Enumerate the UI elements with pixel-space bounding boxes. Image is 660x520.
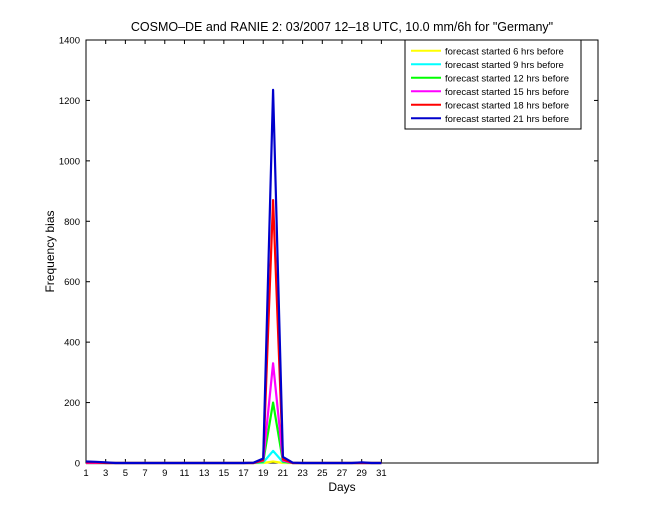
x-tick-label: 31 — [376, 468, 387, 479]
y-tick-label: 400 — [64, 338, 80, 349]
x-tick-label: 3 — [103, 468, 108, 479]
x-tick-label: 21 — [278, 468, 289, 479]
y-tick-label: 1000 — [59, 156, 80, 167]
y-tick-label: 0 — [75, 459, 80, 470]
x-tick-label: 25 — [317, 468, 328, 479]
x-tick-label: 19 — [258, 468, 269, 479]
y-tick-label: 1200 — [59, 96, 80, 107]
legend-box — [404, 39, 582, 130]
axis-ticks: 1 3 5 7 9 11 13 15 17 19 21 23 25 27 29 310200400600800… — [59, 36, 598, 479]
chart-title: COSMO–DE and RANIE 2: 03/2007 12–18 UTC,… — [131, 20, 553, 34]
x-tick-label: 1 — [83, 468, 88, 479]
x-axis-label: Days — [328, 480, 355, 494]
x-tick-label: 5 — [123, 468, 128, 479]
series-line-6 — [85, 88, 382, 465]
x-tick-label: 23 — [297, 468, 308, 479]
legend-entry: forecast started 12 hrs before — [445, 73, 569, 84]
y-tick-label: 800 — [64, 217, 80, 228]
x-tick-label: 27 — [337, 468, 348, 479]
x-tick-label: 29 — [356, 468, 367, 479]
x-tick-label: 11 — [180, 468, 190, 479]
x-tick-label: 13 — [199, 468, 210, 479]
legend: forecast started 6 hrs before forecast st… — [404, 39, 582, 130]
y-tick-label: 200 — [64, 398, 80, 409]
legend-entry: forecast started 21 hrs before — [445, 114, 569, 125]
legend-entry: forecast started 6 hrs before — [445, 46, 564, 57]
y-tick-label: 1400 — [59, 36, 80, 47]
y-tick-label: 600 — [64, 277, 80, 288]
legend-entry: forecast started 15 hrs before — [445, 87, 569, 98]
x-tick-label: 17 — [238, 468, 249, 479]
legend-entry: forecast started 9 hrs before — [445, 60, 564, 71]
x-tick-label: 7 — [142, 468, 147, 479]
series-layer — [85, 88, 382, 465]
x-tick-label: 9 — [162, 468, 167, 479]
legend-entry: forecast started 18 hrs before — [445, 100, 569, 111]
y-axis-label: Frequency bias — [43, 210, 57, 292]
x-tick-label: 15 — [219, 468, 230, 479]
